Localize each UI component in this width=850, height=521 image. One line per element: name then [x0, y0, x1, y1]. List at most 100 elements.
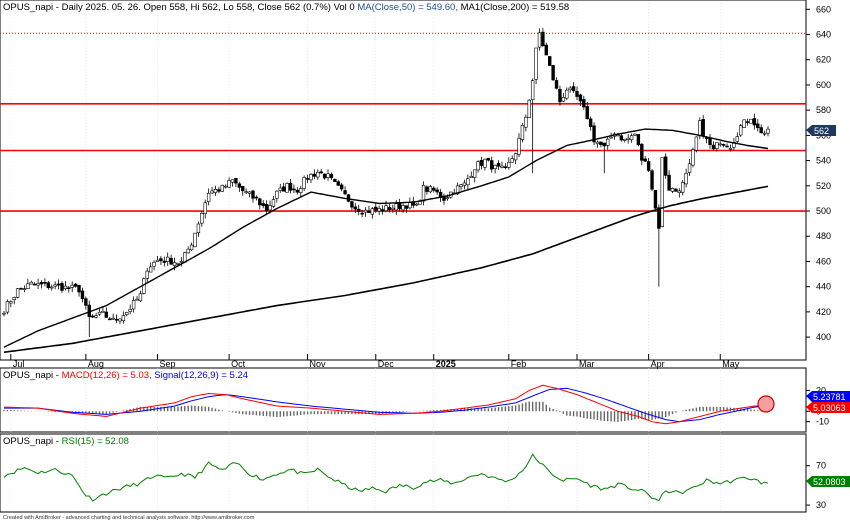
candle-body [244, 191, 248, 193]
candle-body [367, 210, 371, 214]
candle-body [394, 203, 398, 211]
candle-body [745, 121, 750, 123]
candle-body [155, 259, 160, 262]
xtick-label: Feb [511, 359, 527, 369]
candle-body [541, 31, 545, 47]
rsi-title-prefix: OPUS_napi - [3, 436, 59, 447]
candle-body [691, 149, 695, 166]
candle-body [462, 182, 467, 186]
xtick-label: Apr [651, 359, 665, 369]
xtick-label: Dec [378, 359, 395, 369]
candle-body [288, 182, 293, 191]
macd-panel-frame [0, 367, 807, 433]
candle-body [476, 161, 480, 171]
candle-body [687, 163, 692, 173]
candle-body [626, 137, 630, 140]
candle-body [670, 188, 675, 192]
candle-body [428, 186, 433, 193]
candle-body [619, 135, 624, 141]
candle-body [111, 317, 115, 320]
macd-value-text: 5.03063 [813, 403, 846, 413]
candle-body [84, 298, 88, 306]
candle-body [445, 197, 450, 199]
candle-body [715, 142, 719, 149]
candle-body [432, 187, 436, 191]
candle-body [292, 188, 296, 191]
candle-body [94, 315, 98, 318]
candle-body [39, 282, 44, 285]
candle-body [718, 143, 722, 146]
candle-body [401, 205, 405, 211]
last-price-text: 562 [814, 126, 829, 136]
candle-body [698, 120, 702, 137]
candle-body [36, 283, 40, 286]
candle-body [159, 258, 163, 262]
candle-body [459, 184, 463, 188]
macd-line [3, 384, 768, 425]
candle-body [271, 199, 276, 207]
candle-body [653, 190, 658, 209]
candle-body [77, 285, 81, 293]
candle-body [193, 232, 197, 248]
rsi-value-text: 52.0803 [813, 477, 846, 487]
candle-body [370, 208, 375, 215]
price-ytick-label: 660 [816, 4, 831, 14]
candle-body [121, 315, 126, 322]
candle-body [350, 201, 354, 208]
candle-body [711, 144, 716, 150]
moving-averages [3, 128, 769, 353]
candle-body [380, 209, 385, 212]
candle-body [162, 260, 167, 263]
rsi-lines [3, 453, 769, 502]
xtick-label: Nov [310, 359, 327, 369]
candle-body [605, 138, 610, 146]
candle-body [759, 127, 763, 134]
candle-body [486, 157, 491, 161]
candle-body [50, 286, 54, 289]
candle-body [363, 209, 368, 213]
price-ytick-label: 600 [816, 80, 831, 90]
candle-body [316, 171, 320, 178]
candle-body [558, 88, 562, 103]
candle-body [490, 160, 494, 170]
candle-body [125, 312, 129, 315]
candle-body [548, 56, 552, 66]
candle-body [26, 283, 30, 289]
rsi-label: RSI(15) = 52.08 [62, 436, 129, 447]
candle-body [694, 136, 699, 151]
candle-body [237, 183, 242, 188]
candle-body [387, 207, 392, 211]
candle-body [472, 169, 477, 178]
candle-body [469, 176, 473, 178]
candle-body [701, 119, 705, 137]
price-ytick-label: 480 [816, 231, 831, 241]
candle-body [343, 190, 347, 195]
candle-body [172, 262, 177, 266]
macd-label: MACD(12,26) = 5.03, [62, 370, 152, 381]
candle-body [19, 288, 23, 290]
candle-body [329, 173, 334, 179]
candle-body [479, 160, 484, 166]
rsi-ytick-label: 30 [816, 500, 826, 510]
candle-body [524, 116, 528, 128]
candle-body [108, 318, 112, 321]
candle-body [101, 311, 105, 313]
candle-body [312, 173, 317, 177]
candle-body [70, 284, 74, 288]
candle-body [346, 194, 351, 202]
candle-body [507, 162, 511, 168]
candle-body [708, 137, 712, 145]
candle-body [721, 144, 726, 146]
rsi-ytick-label: 70 [816, 461, 826, 471]
candle-body [32, 283, 37, 286]
candle-body [227, 180, 231, 188]
candle-body [752, 118, 757, 126]
candle-body [534, 47, 538, 80]
candle-body [513, 153, 518, 161]
macd-lines [3, 384, 769, 425]
candle-body [588, 118, 593, 128]
axis-labels: 4004204404604805005205405605806006206406… [10, 4, 831, 510]
candle-body [80, 290, 85, 300]
ma200-label: MA1(Close,200) = 519.58 [461, 2, 570, 13]
candle-body [97, 311, 102, 315]
